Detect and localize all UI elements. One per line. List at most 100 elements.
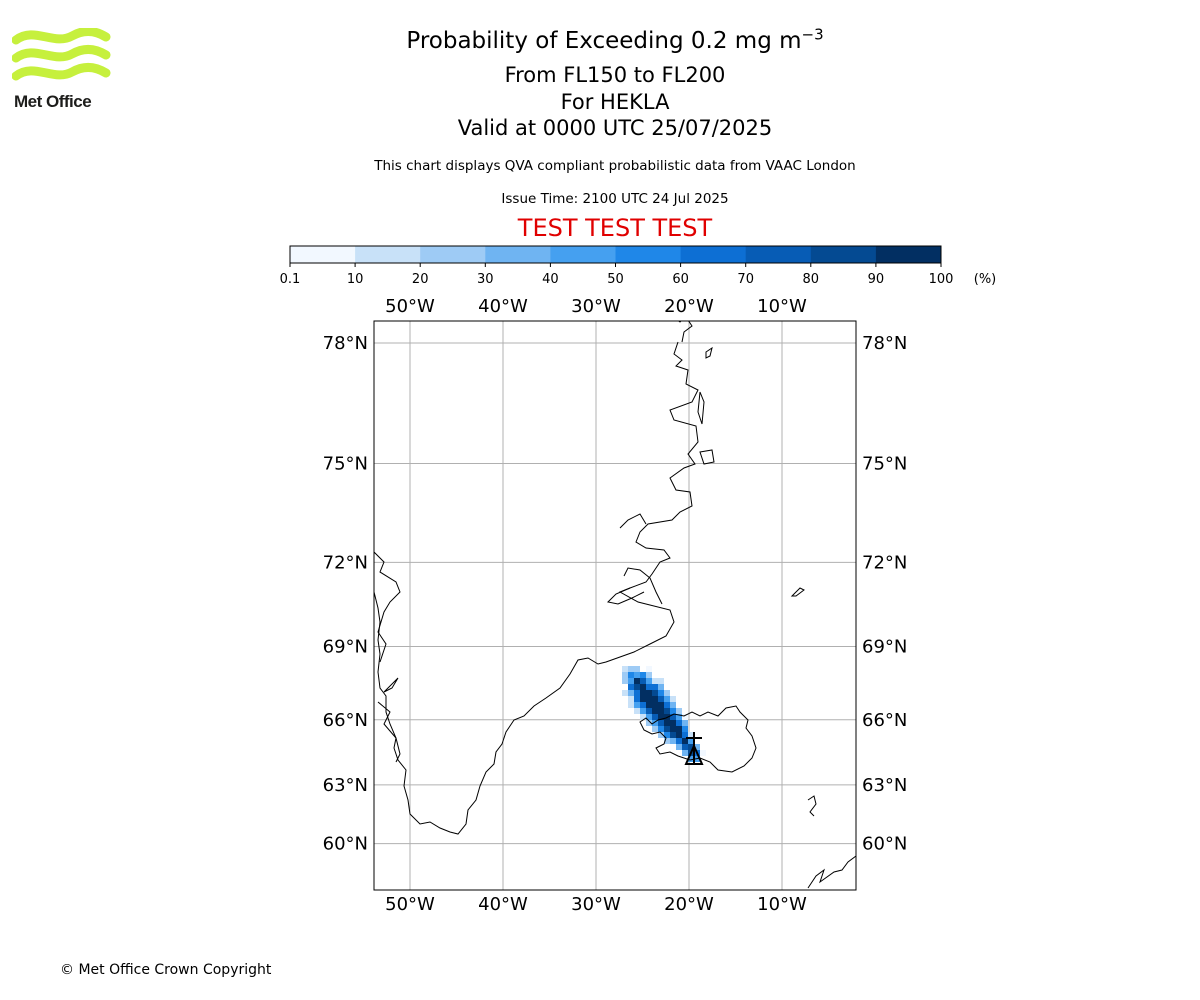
ash-probability-cell [676, 720, 682, 726]
met-office-logo: Met Office [11, 26, 112, 114]
colorbar-swatch [745, 246, 812, 263]
ash-probability-cell [682, 714, 688, 720]
ash-probability-cell [634, 666, 640, 672]
ash-probability-cell [682, 720, 688, 726]
ash-probability-cell [658, 732, 664, 738]
ash-probability-cell [658, 726, 664, 732]
chart-title: Probability of Exceeding 0.2 mg m−3 [406, 25, 824, 54]
longitude-label-bottom: 10°W [757, 894, 807, 915]
gridlines [374, 321, 856, 890]
ash-probability-cell [634, 690, 640, 696]
greenland-island [699, 449, 715, 465]
ash-probability-cell [646, 708, 652, 714]
ash-probability-cell [670, 732, 676, 738]
colorbar-unit: (%) [974, 272, 997, 287]
colorbar-tick-label: 100 [929, 272, 954, 287]
ash-probability-cell [628, 678, 634, 684]
ash-probability-cell [670, 726, 676, 732]
greenland-fjord [606, 587, 645, 605]
colorbar-swatch [810, 246, 877, 263]
greenland-fjord [681, 321, 693, 343]
latitude-label-left: 72°N [323, 552, 368, 573]
ash-probability-cell [688, 744, 694, 750]
ash-probability-cell [652, 678, 658, 684]
ash-probability-cell [646, 678, 652, 684]
greenland-island [697, 391, 705, 425]
latitude-label-left: 69°N [323, 636, 368, 657]
ash-probability-cell [622, 678, 628, 684]
baffin-coastline [374, 551, 401, 663]
ash-probability-cell [628, 684, 634, 690]
longitude-label-top: 20°W [664, 296, 714, 317]
ash-probability-cell [664, 738, 670, 744]
canada-island [383, 677, 399, 693]
ash-probability-cell [634, 702, 640, 708]
ash-probability-cell [664, 696, 670, 702]
volcano-subtitle: For HEKLA [560, 90, 670, 114]
greenland-coastline [374, 341, 699, 835]
latitude-label-left: 78°N [323, 333, 368, 354]
ash-probability-cell [664, 732, 670, 738]
ash-probability-cell [628, 702, 634, 708]
longitude-label-top: 40°W [478, 296, 528, 317]
colorbar-tick-label: 60 [672, 272, 689, 287]
ash-probability-cell [694, 744, 700, 750]
ash-probability-cell [670, 738, 676, 744]
issue-time-text: Issue Time: 2100 UTC 24 Jul 2025 [501, 191, 729, 207]
ash-probability-cell [646, 684, 652, 690]
longitude-label-bottom: 20°W [664, 894, 714, 915]
ash-probability-cell [640, 672, 646, 678]
latitude-label-left: 75°N [323, 453, 368, 474]
greenland-fjord [623, 567, 663, 605]
ash-probability-cell [658, 690, 664, 696]
longitude-label-top: 50°W [385, 296, 435, 317]
ash-probability-cell [640, 678, 646, 684]
colorbar-tick-label: 30 [477, 272, 494, 287]
ash-probability-cell [622, 672, 628, 678]
ash-probability-cell [646, 702, 652, 708]
ash-probability-cell [640, 708, 646, 714]
ash-probability-cell [640, 714, 646, 720]
latitude-label-left: 63°N [323, 775, 368, 796]
flight-level-subtitle: From FL150 to FL200 [504, 63, 726, 87]
ash-probability-cell [634, 708, 640, 714]
ash-probability-cell [646, 690, 652, 696]
ash-probability-cell [676, 708, 682, 714]
greenland-island [705, 346, 713, 359]
ash-probability-cell [688, 756, 694, 762]
colorbar-swatch [485, 246, 551, 263]
ash-probability-cell [682, 744, 688, 750]
ash-probability-cell [658, 702, 664, 708]
latitude-label-right: 66°N [862, 710, 907, 731]
latitude-label-right: 63°N [862, 775, 907, 796]
ash-probability-cell [676, 744, 682, 750]
latitude-label-right: 72°N [862, 552, 907, 573]
ash-probability-cell [676, 714, 682, 720]
ash-probability-cell [634, 672, 640, 678]
ash-probability-cell [628, 672, 634, 678]
ash-probability-cell [640, 702, 646, 708]
volcano-triangle-icon [684, 732, 704, 765]
ash-probability-cell [646, 696, 652, 702]
ash-probability-cell [682, 750, 688, 756]
ash-probability-cell [676, 732, 682, 738]
probability-colorbar: 0.1 10 20 30 40 50 60 70 80 90 100 (%) [280, 245, 997, 287]
ash-probability-cell [646, 672, 652, 678]
coastlines [374, 321, 856, 889]
colorbar-tick-label: 40 [542, 272, 559, 287]
faroe-islands [807, 795, 817, 817]
colorbar-swatch [355, 246, 421, 263]
colorbar-swatch [290, 246, 356, 263]
ash-probability-cell [700, 750, 706, 756]
ash-probability-cell [628, 690, 634, 696]
ash-probability-cell [652, 690, 658, 696]
colorbar-tick-label: 70 [737, 272, 754, 287]
colorbar-swatch [875, 246, 942, 263]
baffin-coastline [377, 701, 401, 763]
ash-probability-cell [664, 726, 670, 732]
ash-probability-cell [646, 714, 652, 720]
ash-probability-cell [634, 696, 640, 702]
ash-probability-cell [640, 690, 646, 696]
colorbar-swatch [615, 246, 682, 263]
ash-probability-cell [640, 696, 646, 702]
